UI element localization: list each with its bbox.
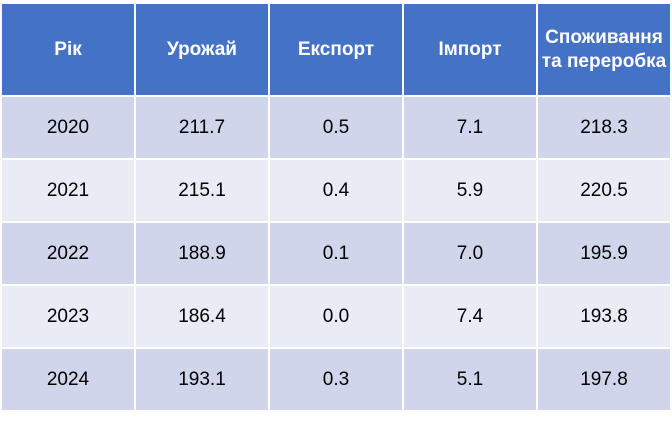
table-cell: 2021 — [0, 158, 136, 223]
table-cell: 2020 — [0, 95, 136, 160]
table-cell: 0.0 — [268, 284, 404, 349]
header-cell: Рік — [0, 2, 136, 97]
table-cell: 0.1 — [268, 221, 404, 286]
table-cell: 0.3 — [268, 347, 404, 412]
table-cell: 2024 — [0, 347, 136, 412]
table-cell: 195.9 — [536, 221, 672, 286]
header-row: Рік Урожай Експорт Імпорт Споживання та пере… — [0, 2, 672, 97]
table-cell: 186.4 — [134, 284, 270, 349]
table-cell: 188.9 — [134, 221, 270, 286]
table-cell: 7.0 — [402, 221, 538, 286]
header-cell: Споживання та переробка — [536, 2, 672, 97]
header-cell: Імпорт — [402, 2, 538, 97]
table-cell: 0.4 — [268, 158, 404, 223]
table-body: 2020 211.7 0.5 7.1 218.3 2021 215.1 0.4 5.9 220.5… — [0, 95, 672, 412]
table-cell: 2023 — [0, 284, 136, 349]
table-cell: 218.3 — [536, 95, 672, 160]
header-cell: Експорт — [268, 2, 404, 97]
table-row: 2020 211.7 0.5 7.1 218.3 — [0, 95, 672, 160]
table-cell: 5.9 — [402, 158, 538, 223]
table-cell: 5.1 — [402, 347, 538, 412]
table-row: 2022 188.9 0.1 7.0 195.9 — [0, 221, 672, 286]
table-cell: 220.5 — [536, 158, 672, 223]
table-cell: 7.4 — [402, 284, 538, 349]
table-row: 2023 186.4 0.0 7.4 193.8 — [0, 284, 672, 349]
table-row: 2021 215.1 0.4 5.9 220.5 — [0, 158, 672, 223]
table-cell: 193.1 — [134, 347, 270, 412]
table-cell: 197.8 — [536, 347, 672, 412]
table-row: 2024 193.1 0.3 5.1 197.8 — [0, 347, 672, 412]
table-cell: 7.1 — [402, 95, 538, 160]
table-header: Рік Урожай Експорт Імпорт Споживання та пере… — [0, 2, 672, 97]
table-cell: 193.8 — [536, 284, 672, 349]
table-cell: 0.5 — [268, 95, 404, 160]
data-table: Рік Урожай Експорт Імпорт Споживання та пере… — [0, 2, 672, 412]
table-cell: 211.7 — [134, 95, 270, 160]
header-cell: Урожай — [134, 2, 270, 97]
table-cell: 215.1 — [134, 158, 270, 223]
table-cell: 2022 — [0, 221, 136, 286]
